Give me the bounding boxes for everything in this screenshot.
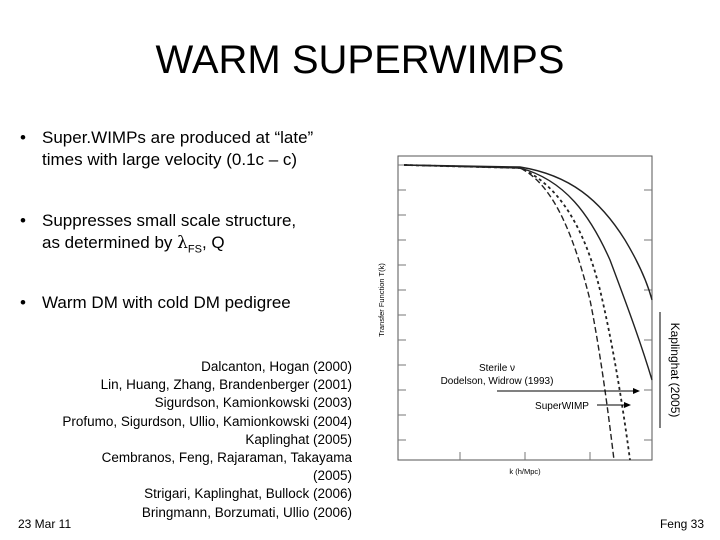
reference: Cembranos, Feng, Rajaraman, Takayama <box>101 450 352 466</box>
bullet-dot: • <box>20 128 26 147</box>
footer-date: 23 Mar 11 <box>18 517 72 531</box>
bullet-text: Suppresses small scale structure, as det… <box>42 210 296 260</box>
bullet-dot: • <box>20 293 26 312</box>
slide-title: WARM SUPERWIMPS <box>155 38 565 82</box>
reference: Strigari, Kaplinghat, Bullock (2006) <box>144 486 352 502</box>
reference-list: Dalcanton, Hogan (2000) Lin, Huang, Zhang… <box>62 358 352 522</box>
reference: Bringmann, Borzumati, Ullio (2006) <box>141 504 352 520</box>
plot-frame <box>397 155 653 461</box>
subscript: FS <box>187 243 202 256</box>
symbol: λ <box>177 233 188 253</box>
reference: Kaplinghat (2005) <box>245 431 352 447</box>
annotation: Kaplinghat (2005) <box>668 323 682 418</box>
bullet-line: as determined by λFS, Q <box>42 232 296 260</box>
text: , Q <box>201 233 225 252</box>
bullet-line: times with large velocity (0.1c – c) <box>42 150 298 169</box>
bullet-text: Warm DM with cold DM pedigree <box>42 292 291 314</box>
bullet-dot: • <box>20 211 26 230</box>
arrowhead <box>633 388 640 394</box>
curves <box>403 164 653 461</box>
bullet-line: Warm DM with cold DM pedigree <box>42 293 291 312</box>
axis-label: Transfer Function T(k) <box>377 263 386 337</box>
footer-page: Feng 33 <box>659 517 704 531</box>
reference: Sigurdson, Kamionkowski (2003) <box>154 395 352 411</box>
reference: (2005) <box>312 468 352 484</box>
text: as determined by <box>42 233 178 252</box>
arrowhead <box>624 402 631 408</box>
axis-label: k (h/Mpc) <box>509 467 541 476</box>
reference: Profumo, Sigurdson, Ullio, Kamionkowski … <box>62 413 352 429</box>
reference: Dalcanton, Hogan (2000) <box>201 359 352 374</box>
reference: Lin, Huang, Zhang, Brandenberger (2001) <box>100 377 352 393</box>
annotation: Sterile ν <box>479 363 515 374</box>
bullet-line: Super.WIMPs are produced at “late” <box>42 128 314 147</box>
bullet-line: Suppresses small scale structure, <box>42 211 297 230</box>
annotation: Dodelson, Widrow (1993) <box>441 376 554 387</box>
bullet-text: Super.WIMPs are produced at “late” times… <box>42 127 313 171</box>
ticks <box>398 164 652 460</box>
annotation: SuperWIMP <box>535 401 589 412</box>
